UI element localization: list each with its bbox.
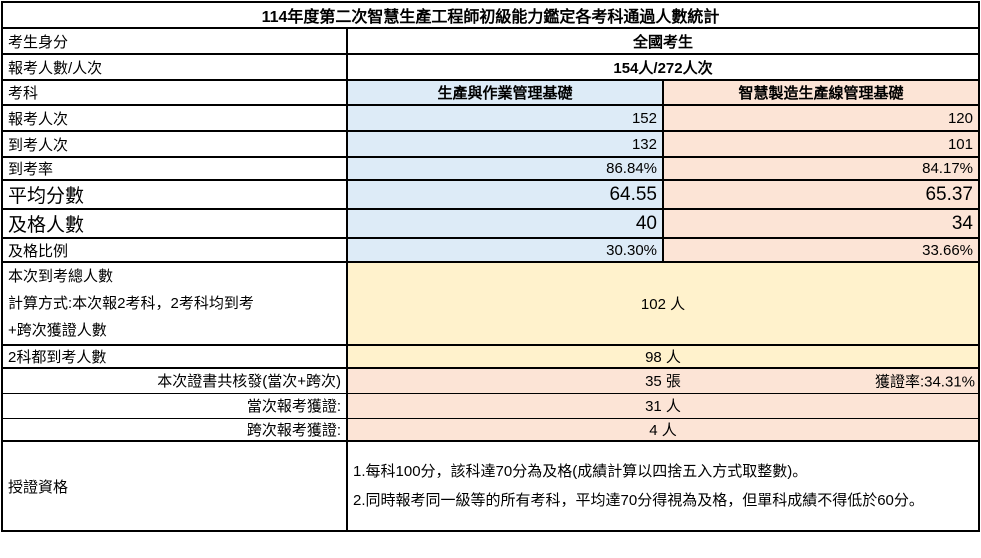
- applicants-value: 154人/272人次: [346, 53, 980, 81]
- qualification-text: 1.每科100分，該科達70分為及格(成績計算以四捨五入方式取整數)。 2.同時…: [346, 440, 980, 532]
- attendance-rate-value-col1: 86.84%: [346, 156, 664, 181]
- pass-rate-label: 及格比例: [1, 237, 348, 263]
- subjects-label: 考科: [1, 79, 348, 106]
- exam-statistics-table: 114年度第二次智慧生產工程師初級能力鑑定各考科通過人數統計 考生身分 全國考生…: [1, 1, 980, 532]
- current-cert-value: 31 人: [346, 392, 980, 419]
- subject-column-2-header: 智慧製造生產線管理基礎: [662, 79, 980, 106]
- applicants-label: 報考人數/人次: [1, 53, 348, 81]
- identity-label: 考生身分: [1, 27, 348, 55]
- attended-value-col2: 101: [662, 130, 980, 158]
- qualification-label: 授證資格: [1, 440, 348, 532]
- certification-rate: 獲證率:34.31%: [874, 373, 975, 391]
- both-attended-value: 98 人: [346, 344, 980, 369]
- cross-cert-label: 跨次報考獲證:: [1, 417, 348, 442]
- total-attended-label: 本次到考總人數 計算方式:本次報2考科，2考科均到考 +跨次獲證人數: [1, 261, 348, 346]
- registered-value-col2: 120: [662, 104, 980, 132]
- passed-count-label: 及格人數: [1, 208, 348, 239]
- passed-count-value-col1: 40: [346, 208, 664, 239]
- certificates-label: 本次證書共核發(當次+跨次): [1, 367, 348, 394]
- identity-value: 全國考生: [346, 27, 980, 55]
- total-attended-label-line1: 本次到考總人數: [8, 268, 114, 285]
- average-score-label: 平均分數: [1, 179, 348, 210]
- pass-rate-value-col1: 30.30%: [346, 237, 664, 263]
- average-score-value-col1: 64.55: [346, 179, 664, 210]
- subject-column-1-header: 生產與作業管理基礎: [346, 79, 664, 106]
- pass-rate-value-col2: 33.66%: [662, 237, 980, 263]
- certificates-count: 35 張: [645, 373, 681, 391]
- cross-cert-value: 4 人: [346, 417, 980, 442]
- total-attended-label-line3: +跨次獲證人數: [8, 322, 107, 339]
- registered-label: 報考人次: [1, 104, 348, 132]
- qualification-rule-1: 1.每科100分，該科達70分為及格(成績計算以四捨五入方式取整數)。: [353, 463, 808, 480]
- current-cert-label: 當次報考獲證:: [1, 392, 348, 419]
- attendance-rate-value-col2: 84.17%: [662, 156, 980, 181]
- qualification-rule-2: 2.同時報考同一級等的所有考科，平均達70分得視為及格，但單科成績不得低於60分…: [353, 492, 924, 509]
- total-attended-value: 102 人: [346, 261, 980, 346]
- table-title: 114年度第二次智慧生產工程師初級能力鑑定各考科通過人數統計: [1, 1, 980, 29]
- total-attended-label-line2: 計算方式:本次報2考科，2考科均到考: [8, 295, 254, 312]
- certificates-value-cell: 35 張 獲證率:34.31%: [346, 367, 980, 394]
- passed-count-value-col2: 34: [662, 208, 980, 239]
- average-score-value-col2: 65.37: [662, 179, 980, 210]
- attended-label: 到考人次: [1, 130, 348, 158]
- registered-value-col1: 152: [346, 104, 664, 132]
- both-attended-label: 2科都到考人數: [1, 344, 348, 369]
- attendance-rate-label: 到考率: [1, 156, 348, 181]
- attended-value-col1: 132: [346, 130, 664, 158]
